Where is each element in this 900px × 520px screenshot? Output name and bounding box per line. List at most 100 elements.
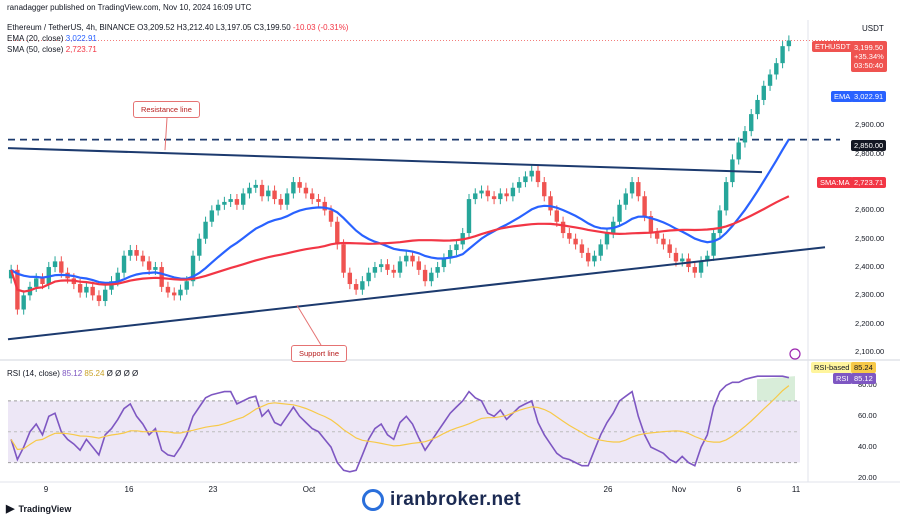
sma-tag-label: SMA:MA: [817, 177, 853, 188]
candle-body: [673, 252, 679, 262]
candle-body: [479, 190, 484, 194]
candle-body: [698, 261, 704, 273]
candle-body: [234, 199, 240, 205]
candle-body: [554, 210, 559, 222]
price-tick-label: 2,100.00: [855, 347, 885, 356]
rsi-legend-value2: 85.24: [84, 369, 105, 378]
candle-body: [767, 74, 773, 86]
ohlc-o-label: O: [137, 23, 144, 32]
time-tick-label: 9: [43, 485, 49, 494]
last-price: 3,199.50: [854, 43, 884, 52]
candle-body: [328, 210, 334, 222]
chart-logo-icon: [362, 489, 384, 511]
time-tick-label: 6: [736, 485, 742, 494]
candle-body: [560, 221, 566, 234]
rsi-tag-label: RSI: [833, 373, 852, 384]
candle-body: [222, 201, 227, 205]
candle-body: [291, 182, 296, 194]
resistance-line: [7, 147, 763, 174]
candle-body: [422, 269, 428, 282]
ema-legend[interactable]: EMA (20, close) 3,022.91: [7, 34, 97, 43]
candle-body: [711, 233, 716, 256]
candle-body: [128, 250, 133, 256]
tradingview-logo[interactable]: ▶ TradingView: [6, 502, 71, 515]
rsi-line: [10, 375, 790, 473]
candle-body: [366, 272, 371, 282]
candle-body: [573, 238, 578, 245]
price-tick-label: 2,800.00: [855, 148, 885, 158]
candle-body: [303, 187, 309, 194]
candle-body: [736, 142, 741, 160]
candle-body: [21, 295, 26, 310]
candle-body: [761, 85, 766, 100]
candle-body: [178, 289, 183, 296]
support-pointer: [296, 305, 322, 346]
candle-body: [542, 182, 547, 197]
candle-body: [121, 255, 127, 273]
rsi-ma-line: [10, 385, 790, 451]
symbol-header: Ethereum / TetherUS, 4h, BINANCE O3,209.…: [7, 23, 348, 32]
candle-body: [516, 182, 522, 188]
rsi-ma-tag-label: RSI-based MA: [811, 362, 866, 373]
tradingview-label: TradingView: [18, 503, 72, 514]
price-tick-label: 2,600.00: [855, 205, 885, 215]
candle-body: [40, 278, 45, 285]
price-tick-label: 2,500.00: [855, 233, 885, 243]
candle-body: [341, 244, 346, 273]
ohlc-l-label: L: [215, 23, 221, 32]
candle-body: [485, 190, 491, 197]
candle-body: [774, 63, 779, 75]
time-tick-label: Nov: [671, 485, 687, 494]
candle-body: [404, 255, 409, 262]
candle-body: [416, 261, 422, 270]
candle-body: [284, 193, 290, 205]
candle-body: [529, 170, 534, 177]
support-callout[interactable]: Support line: [291, 345, 348, 362]
rsi-tick-label: 40.00: [858, 442, 877, 452]
candle-body: [642, 196, 647, 217]
candle-body: [335, 221, 340, 245]
sma-legend-value: 2,723.71: [65, 45, 97, 54]
candle-body: [209, 210, 215, 222]
ohlc-c: 3,199.50: [259, 23, 291, 32]
time-tick-label: 16: [124, 485, 134, 494]
candle-body: [385, 264, 390, 270]
ema-legend-label: EMA (20, close): [7, 34, 64, 43]
rsi-legend[interactable]: RSI (14, close) 85.12 85.24 Ø Ø Ø Ø: [7, 369, 138, 378]
time-tick-label: Oct: [302, 485, 316, 494]
brand-label: iranbroker.net: [390, 489, 521, 510]
candle-body: [780, 46, 785, 64]
candle-body: [372, 267, 378, 273]
candle-body: [435, 267, 440, 273]
candle-body: [241, 193, 246, 205]
candle-body: [466, 199, 472, 234]
ema-tag-value: 3,022.91: [851, 91, 887, 102]
candle-body: [228, 199, 233, 202]
resistance-callout[interactable]: Resistance line: [133, 101, 200, 118]
candle-body: [153, 267, 158, 270]
ema-tag-label: EMA: [831, 91, 854, 102]
candle-body: [316, 199, 321, 202]
rsi-overbought-fill: [757, 376, 795, 401]
rsi-ma-tag-value: 85.24: [851, 362, 876, 373]
candle-body: [59, 261, 64, 273]
sma-legend[interactable]: SMA (50, close) 2,723.71: [7, 45, 97, 54]
tradingview-icon: ▶: [6, 503, 15, 515]
candle-body: [441, 258, 447, 268]
time-tick-label: 26: [603, 485, 613, 494]
candle-body: [749, 114, 754, 132]
candle-body: [723, 182, 729, 211]
level-tag: 2,850.00: [851, 140, 887, 151]
ema-20-line: [10, 138, 790, 284]
price-tick-label: 2,900.00: [855, 120, 885, 130]
candle-body: [77, 284, 83, 293]
candle-body: [34, 278, 39, 287]
candle-body: [96, 295, 102, 302]
time-tick-label: 23: [208, 485, 218, 494]
candle-body: [378, 264, 384, 268]
candle-body: [742, 131, 748, 143]
support-line: [7, 246, 826, 341]
candle-body: [172, 292, 177, 296]
bar-countdown: 03:50:40: [854, 61, 884, 70]
